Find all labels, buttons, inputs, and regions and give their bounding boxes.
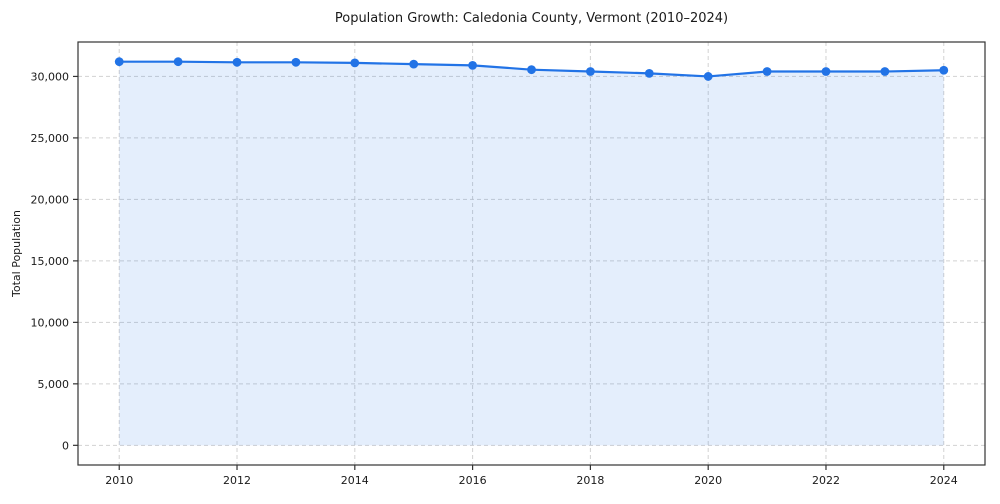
- data-point-marker: [644, 68, 654, 78]
- data-point-marker: [527, 65, 536, 75]
- y-tick-label: 15,000: [31, 255, 70, 268]
- y-tick-label: 25,000: [31, 132, 70, 145]
- data-point-marker: [291, 57, 301, 67]
- data-point-marker: [939, 65, 949, 75]
- data-point-markers: [114, 57, 949, 81]
- x-tick-label: 2022: [812, 474, 840, 487]
- x-tick-label: 2018: [576, 474, 604, 487]
- x-tick-label: 2024: [930, 474, 958, 487]
- x-tick-label: 2016: [459, 474, 487, 487]
- y-axis: 0 5,000 10,000 15,000 20,000 25,000 30,000: [31, 70, 78, 452]
- data-point-marker: [232, 57, 242, 67]
- x-axis: 2010 2012 2014 2016 2018 2020 2022 2024: [105, 465, 958, 487]
- y-tick-label: 0: [62, 439, 69, 452]
- plot-border: [77, 41, 986, 466]
- x-tick-label: 2012: [223, 474, 251, 487]
- data-point-marker: [350, 58, 360, 68]
- y-tick-label: 20,000: [31, 193, 70, 206]
- data-point-marker: [409, 59, 419, 69]
- y-tick-label: 5,000: [38, 378, 70, 391]
- data-point-marker: [880, 67, 890, 76]
- y-tick-label: 10,000: [31, 316, 70, 329]
- y-axis-label: Total Population: [10, 210, 23, 298]
- data-point-marker: [821, 67, 831, 76]
- grid-lines: [78, 42, 985, 465]
- data-point-marker: [114, 57, 124, 67]
- data-point-marker: [173, 57, 183, 67]
- data-point-marker: [585, 67, 595, 76]
- area-fill: [119, 61, 944, 446]
- data-point-marker: [468, 60, 478, 70]
- data-point-marker: [703, 72, 713, 81]
- x-tick-label: 2010: [105, 474, 133, 487]
- x-tick-label: 2020: [694, 474, 722, 487]
- y-tick-label: 30,000: [31, 70, 70, 83]
- x-tick-label: 2014: [341, 474, 369, 487]
- chart-title: Population Growth: Caledonia County, Ver…: [335, 11, 728, 26]
- data-point-marker: [762, 67, 772, 76]
